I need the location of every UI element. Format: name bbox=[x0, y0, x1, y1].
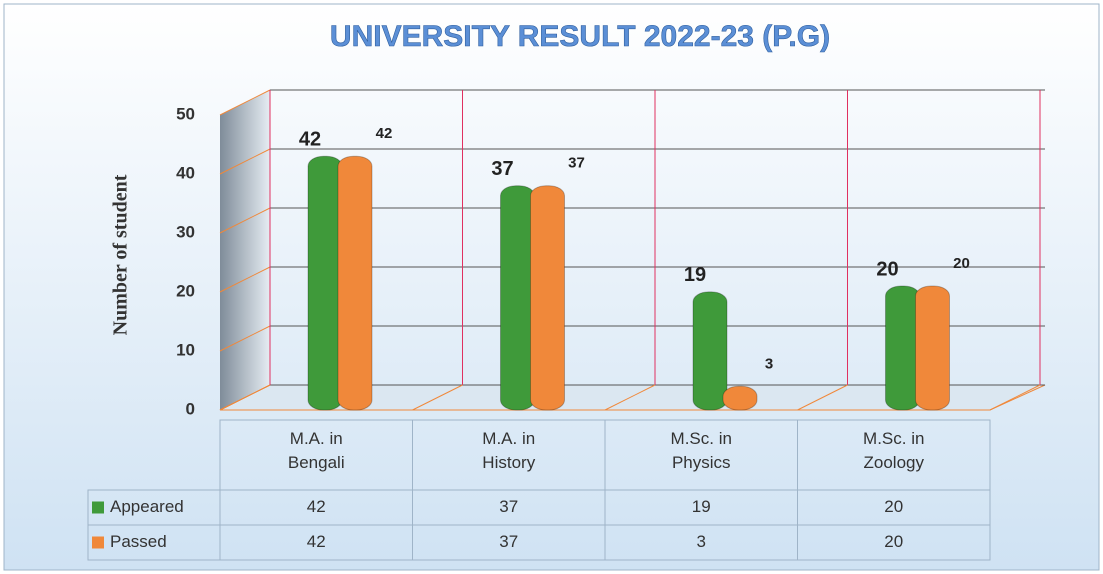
bar bbox=[500, 185, 535, 411]
x-tick-label: M.Sc. in Physics bbox=[671, 429, 732, 472]
divider bbox=[219, 384, 271, 411]
table-value: 3 bbox=[697, 532, 706, 551]
table-value: 37 bbox=[499, 532, 518, 551]
grid-line bbox=[219, 325, 271, 352]
divider bbox=[412, 384, 463, 411]
table-value: 20 bbox=[884, 532, 903, 551]
divider bbox=[604, 384, 656, 411]
bar bbox=[915, 285, 950, 411]
legend-swatch bbox=[92, 501, 104, 514]
x-tick-label-line: M.A. in bbox=[290, 429, 343, 448]
data-label: 37 bbox=[491, 158, 513, 180]
bar bbox=[530, 185, 565, 411]
x-tick-label-line: M.Sc. in bbox=[671, 429, 732, 448]
grid-line bbox=[219, 148, 271, 175]
data-label: 20 bbox=[876, 258, 898, 280]
x-tick-label-line: History bbox=[482, 453, 535, 472]
grid-line bbox=[219, 89, 271, 116]
bar bbox=[307, 155, 343, 411]
table-value: 37 bbox=[499, 497, 518, 516]
table-value: 42 bbox=[307, 532, 326, 551]
data-label: 3 bbox=[765, 355, 773, 372]
x-tick-label-line: Physics bbox=[672, 453, 731, 472]
legend-swatch bbox=[92, 536, 104, 549]
x-tick-label-line: Bengali bbox=[288, 453, 345, 472]
x-tick-label: M.Sc. in Zoology bbox=[863, 429, 924, 472]
y-tick-label: 20 bbox=[176, 281, 195, 300]
y-tick-label: 30 bbox=[176, 222, 195, 241]
divider bbox=[797, 384, 848, 411]
bar bbox=[722, 385, 758, 411]
chart-title: UNIVERSITY RESULT 2022-23 (P.G) bbox=[330, 20, 830, 53]
x-tick-label: M.A. in History bbox=[482, 429, 535, 472]
divider bbox=[989, 384, 1041, 411]
y-tick-label: 50 bbox=[176, 104, 195, 123]
data-label: 37 bbox=[568, 155, 585, 172]
y-tick-label: 40 bbox=[176, 163, 195, 182]
y-tick-label: 0 bbox=[186, 399, 195, 418]
data-label: 42 bbox=[299, 128, 321, 150]
data-label: 20 bbox=[953, 255, 970, 272]
x-tick-label-line: M.Sc. in bbox=[863, 429, 924, 448]
table-value: 19 bbox=[692, 497, 711, 516]
bar bbox=[337, 155, 373, 411]
side-wall bbox=[220, 90, 270, 410]
x-tick-label-line: M.A. in bbox=[482, 429, 535, 448]
legend-label: Appeared bbox=[110, 497, 184, 516]
grid-line bbox=[219, 207, 271, 234]
table-value: 20 bbox=[884, 497, 903, 516]
legend-label: Passed bbox=[110, 532, 167, 551]
x-tick-label-line: Zoology bbox=[864, 453, 925, 472]
bar bbox=[885, 285, 920, 411]
data-label: 42 bbox=[376, 125, 393, 142]
bar bbox=[692, 291, 728, 411]
x-tick-label: M.A. in Bengali bbox=[288, 429, 345, 472]
y-axis-label: Number of student bbox=[110, 174, 132, 335]
grid-line bbox=[219, 266, 271, 293]
data-label: 19 bbox=[684, 264, 706, 286]
table-value: 42 bbox=[307, 497, 326, 516]
y-tick-label: 10 bbox=[176, 340, 195, 359]
